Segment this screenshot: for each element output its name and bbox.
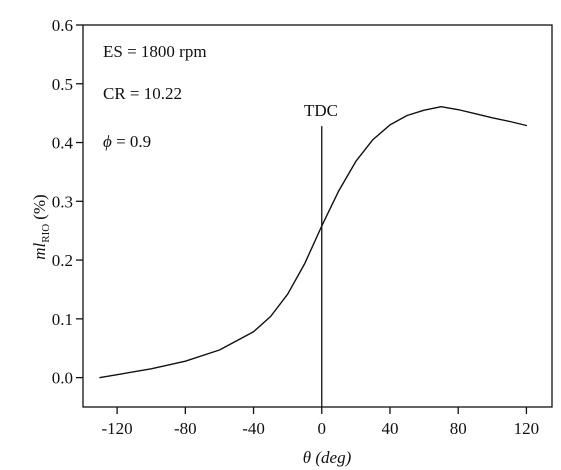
y-tick-label-6: 0.6 <box>52 16 73 35</box>
x-tick-label-5: 80 <box>450 419 467 438</box>
annotation-engine-speed: ES = 1800 rpm <box>103 42 207 61</box>
y-axis-label-unit: (%) <box>30 194 49 219</box>
tdc-label: TDC <box>304 101 338 120</box>
y-tick-label-0: 0.0 <box>52 369 73 388</box>
annotation-compression-ratio: CR = 10.22 <box>103 84 182 103</box>
y-axis-label-var: ml <box>30 242 49 259</box>
y-tick-label-5: 0.5 <box>52 75 73 94</box>
plot-layer <box>99 105 528 407</box>
y-tick-label-4: 0.4 <box>52 134 74 153</box>
plot-frame <box>82 24 553 408</box>
x-tick-label-3: 0 <box>318 419 327 438</box>
series-line-0 <box>99 105 528 379</box>
y-tick-label-1: 0.1 <box>52 310 73 329</box>
x-axis-ticks: -120 -80 -40 0 40 80 120 <box>102 407 540 438</box>
phi-value: = 0.9 <box>116 132 151 151</box>
phi-symbol: ϕ <box>103 132 112 151</box>
x-tick-label-4: 40 <box>381 419 398 438</box>
y-tick-label-2: 0.2 <box>52 251 73 270</box>
x-axis-label: θ (deg) <box>303 448 352 467</box>
y-axis-label-sub: RIO <box>40 224 52 243</box>
annotation-equivalence-ratio: ϕ = 0.9 <box>103 132 151 151</box>
y-axis-ticks: 0.0 0.1 0.2 0.3 0.4 0.5 0.6 <box>52 16 83 388</box>
y-axis-label: mlRIO (%) <box>30 194 52 259</box>
x-tick-label-1: -80 <box>174 419 197 438</box>
x-tick-label-6: 120 <box>514 419 540 438</box>
y-tick-label-3: 0.3 <box>52 192 73 211</box>
x-tick-label-0: -120 <box>102 419 133 438</box>
x-tick-label-2: -40 <box>242 419 265 438</box>
